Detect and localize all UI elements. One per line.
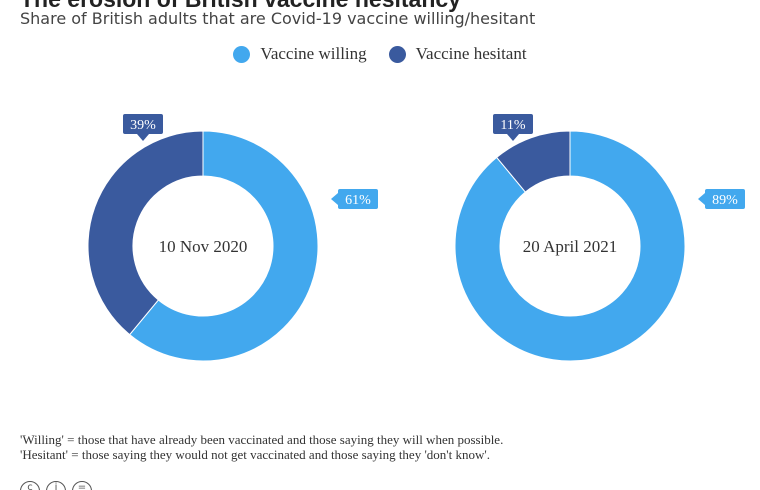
- chart-title: The erosion of British vaccine hesitancy: [20, 0, 461, 13]
- data-label-hesitant-1: 39%: [123, 114, 163, 141]
- slice-hesitant-2: [495, 130, 571, 193]
- slice-hesitant-1: [87, 130, 204, 336]
- data-label-willing-1: 61%: [331, 189, 378, 209]
- donut-center-label-1: 10 Nov 2020: [159, 237, 248, 256]
- legend-item-willing: Vaccine willing: [233, 44, 367, 64]
- donut-1: 61% 39% 10 Nov 2020: [87, 114, 378, 362]
- data-label-hesitant-2: 11%: [493, 114, 533, 141]
- data-label-willing-2: 89%: [698, 189, 745, 209]
- svg-text:39%: 39%: [130, 118, 156, 133]
- legend: Vaccine willing Vaccine hesitant: [0, 44, 760, 64]
- slice-willing-1: [128, 130, 319, 362]
- legend-label-willing: Vaccine willing: [260, 44, 367, 63]
- chart-subtitle: Share of British adults that are Covid-1…: [20, 9, 536, 28]
- license-icons: c i =: [20, 481, 92, 490]
- footnote-line-2: 'Hesitant' = those saying they would not…: [20, 447, 490, 462]
- svg-text:11%: 11%: [500, 118, 525, 133]
- legend-item-hesitant: Vaccine hesitant: [388, 44, 527, 64]
- cc-icon[interactable]: c: [20, 481, 40, 490]
- legend-swatch-hesitant: [388, 45, 406, 63]
- footnote: 'Willing' = those that have already been…: [20, 432, 503, 462]
- donut-2: 89% 11% 20 April 2021: [454, 114, 745, 362]
- legend-swatch-willing: [233, 45, 251, 63]
- svg-text:89%: 89%: [712, 193, 738, 208]
- equals-icon[interactable]: =: [72, 481, 92, 490]
- slice-willing-2: [454, 130, 686, 362]
- legend-label-hesitant: Vaccine hesitant: [415, 44, 527, 63]
- footnote-line-1: 'Willing' = those that have already been…: [20, 432, 504, 447]
- info-icon[interactable]: i: [46, 481, 66, 490]
- donut-center-label-2: 20 April 2021: [523, 237, 617, 256]
- svg-text:61%: 61%: [345, 193, 371, 208]
